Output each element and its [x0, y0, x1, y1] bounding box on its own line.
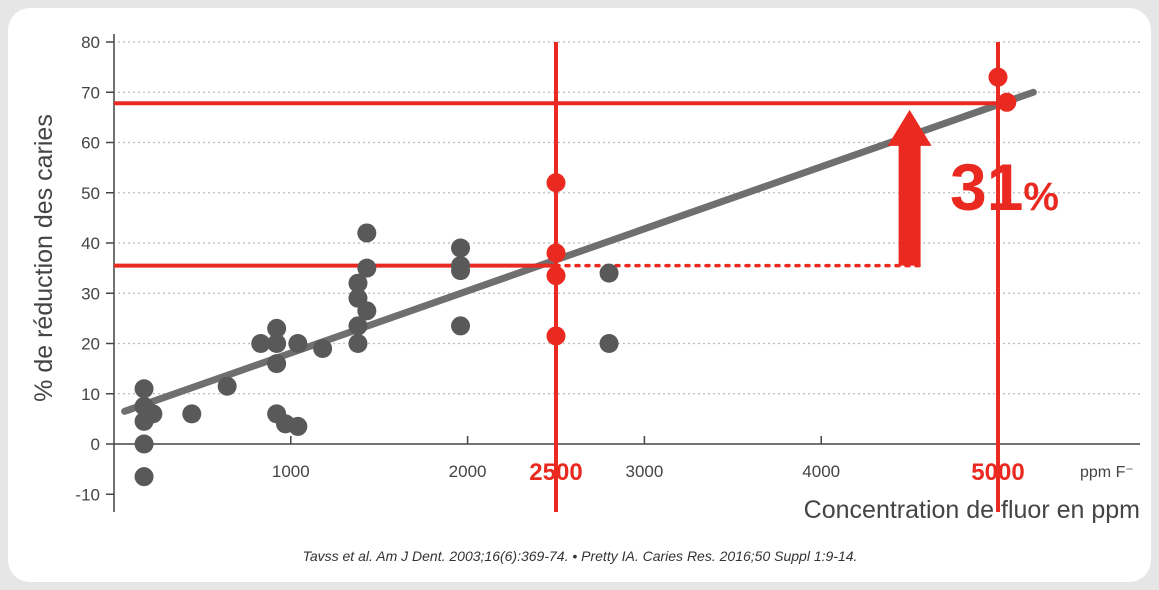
- data-point: [451, 316, 471, 336]
- arrow-shaft: [898, 143, 921, 266]
- tick-labels: 80 70 60 50 40 30 20 10 0 -10 1000 2000 3000 4000 2500…: [75, 33, 1024, 504]
- y-tick-label: 70: [81, 83, 100, 102]
- data-point: [599, 334, 619, 353]
- y-tick-label: 30: [81, 284, 100, 303]
- x-tick-label: 4000: [802, 462, 840, 481]
- x-highlight-label: 2500: [529, 459, 582, 486]
- data-point: [251, 334, 271, 353]
- data-point: [143, 404, 163, 424]
- data-point: [134, 434, 154, 454]
- callout-label: 31%: [950, 150, 1059, 224]
- data-point: [217, 376, 237, 396]
- data-point: [357, 301, 377, 321]
- data-point: [348, 273, 368, 293]
- y-tick-label: 20: [81, 335, 100, 354]
- y-tick-label: 10: [81, 385, 100, 404]
- data-point: [288, 416, 308, 436]
- data-point: [599, 263, 619, 283]
- x-axis-unit: ppm F⁻: [1080, 464, 1134, 481]
- data-point: [182, 404, 202, 424]
- data-point: [357, 223, 377, 243]
- x-axis-title: Concentration de fluor en ppm: [804, 496, 1140, 524]
- y-tick-label: 40: [81, 234, 100, 253]
- x-highlight-label: 5000: [971, 459, 1024, 486]
- data-point: [451, 261, 471, 281]
- data-point-highlight: [988, 67, 1008, 87]
- data-point: [451, 238, 471, 258]
- callout-suffix: %: [1023, 175, 1059, 219]
- data-point: [357, 258, 377, 278]
- data-point: [267, 354, 287, 374]
- data-points: [134, 67, 1017, 487]
- callout-value: 31: [950, 150, 1023, 224]
- data-point: [267, 334, 287, 353]
- data-point: [267, 318, 287, 338]
- y-tick-label: 80: [81, 33, 100, 52]
- data-point: [313, 339, 333, 359]
- data-point: [134, 467, 154, 487]
- data-point: [288, 334, 308, 353]
- y-tick-label: 50: [81, 184, 100, 203]
- data-point-highlight: [546, 326, 566, 346]
- grid-lines: [118, 41, 1140, 395]
- data-point-highlight: [997, 92, 1017, 112]
- data-point: [348, 334, 368, 353]
- x-tick-label: 3000: [625, 462, 663, 481]
- data-point-highlight: [546, 173, 566, 193]
- data-point: [134, 379, 154, 399]
- arrow-head: [887, 109, 932, 146]
- data-point-highlight: [546, 266, 566, 286]
- data-point: [348, 316, 368, 336]
- y-tick-label: -10: [75, 485, 100, 504]
- y-axis-title: % de réduction des caries: [30, 114, 58, 402]
- x-tick-label: 2000: [449, 462, 487, 481]
- y-tick-label: 0: [91, 435, 100, 454]
- citation: Tavss et al. Am J Dent. 2003;16(6):369-7…: [303, 548, 858, 564]
- data-point-highlight: [546, 243, 566, 263]
- axes: [106, 34, 1140, 512]
- x-tick-label: 1000: [272, 462, 310, 481]
- y-tick-label: 60: [81, 134, 100, 153]
